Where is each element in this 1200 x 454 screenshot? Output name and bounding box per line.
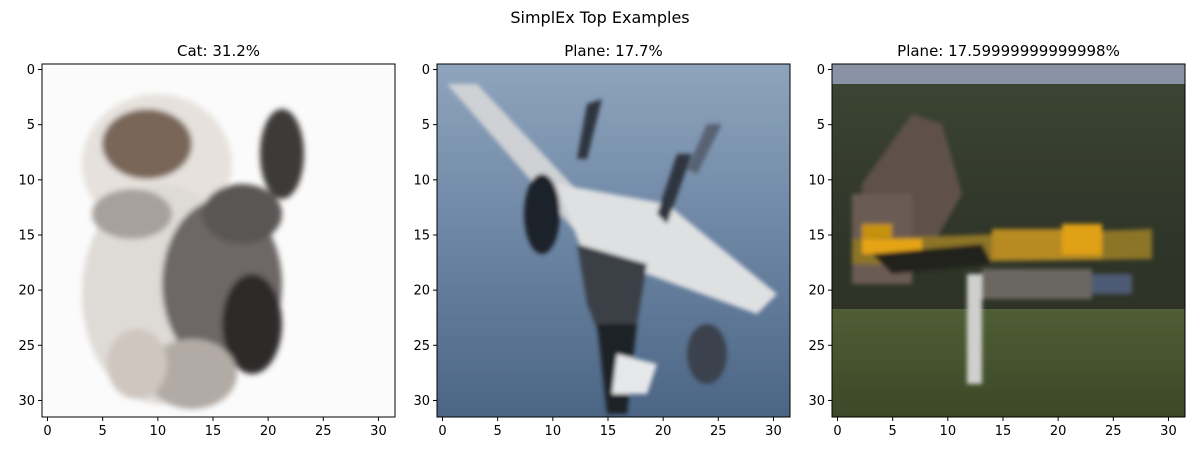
y-tick-label: 5 (27, 118, 35, 133)
x-tick-label: 30 (1160, 424, 1177, 439)
x-tick-label: 15 (205, 424, 222, 439)
y-tick-label: 30 (808, 394, 825, 409)
y-tick-label: 20 (18, 284, 35, 299)
y-tick-label: 15 (18, 228, 35, 243)
y-tick-label: 5 (422, 118, 430, 133)
aircraft-depiction (852, 114, 1152, 384)
panel-3-frame (831, 63, 1186, 418)
y-tick-label: 20 (808, 284, 825, 299)
y-tick-label: 20 (413, 284, 430, 299)
x-tick-label: 30 (370, 424, 387, 439)
x-tick-label: 25 (1105, 424, 1122, 439)
y-tick-label: 25 (808, 339, 825, 354)
panel-3-image (832, 64, 1185, 417)
y-tick-label: 30 (18, 394, 35, 409)
x-tick-label: 25 (710, 424, 727, 439)
y-tick-label: 10 (808, 173, 825, 188)
cat-depiction (82, 94, 304, 409)
y-tick-label: 25 (18, 339, 35, 354)
figure-suptitle: SimplEx Top Examples (510, 8, 689, 27)
y-tick-label: 30 (413, 394, 430, 409)
x-tick-label: 10 (150, 424, 167, 439)
sky-patch (832, 64, 1185, 84)
x-tick-label: 10 (545, 424, 562, 439)
x-tick-label: 5 (889, 424, 897, 439)
x-tick-label: 25 (315, 424, 332, 439)
panel-1-xticks: 0 5 10 15 20 25 30 (43, 417, 387, 439)
panel-1-title: Cat: 31.2% (177, 42, 260, 60)
panel-2-title: Plane: 17.7% (564, 42, 663, 60)
y-tick-label: 0 (27, 63, 35, 78)
grass (832, 309, 1185, 417)
panel-1-frame (41, 63, 396, 418)
panel-2-xticks: 0 5 10 15 20 25 30 (438, 417, 782, 439)
x-tick-label: 20 (1050, 424, 1067, 439)
panel-3: Plane: 17.59999999999998% (808, 42, 1186, 439)
x-tick-label: 15 (995, 424, 1012, 439)
panel-2: Plane: 17.7% (413, 42, 791, 439)
y-tick-label: 10 (413, 173, 430, 188)
y-tick-label: 10 (18, 173, 35, 188)
x-tick-label: 30 (765, 424, 782, 439)
x-tick-label: 0 (438, 424, 446, 439)
y-tick-label: 5 (817, 118, 825, 133)
y-tick-label: 0 (817, 63, 825, 78)
x-tick-label: 0 (833, 424, 841, 439)
y-tick-label: 15 (413, 228, 430, 243)
panel-1: Cat: 31.2% 0 5 10 15 20 25 30 0 5 10 15 (18, 42, 396, 439)
panel-2-yticks: 0 5 10 15 20 25 30 (413, 63, 437, 409)
x-tick-label: 5 (494, 424, 502, 439)
x-tick-label: 15 (600, 424, 617, 439)
panel-2-image (437, 64, 790, 417)
panel-1-image (42, 64, 395, 417)
x-tick-label: 10 (940, 424, 957, 439)
y-tick-label: 0 (422, 63, 430, 78)
panel-2-frame (436, 63, 791, 418)
x-tick-label: 0 (43, 424, 51, 439)
panel-3-yticks: 0 5 10 15 20 25 30 (808, 63, 832, 409)
x-tick-label: 20 (655, 424, 672, 439)
x-tick-label: 20 (260, 424, 277, 439)
y-tick-label: 15 (808, 228, 825, 243)
panel-3-title: Plane: 17.59999999999998% (897, 42, 1120, 60)
y-tick-label: 25 (413, 339, 430, 354)
panel-3-xticks: 0 5 10 15 20 25 30 (833, 417, 1177, 439)
panel-1-yticks: 0 5 10 15 20 25 30 (18, 63, 42, 409)
jet-depiction (447, 84, 777, 414)
x-tick-label: 5 (99, 424, 107, 439)
